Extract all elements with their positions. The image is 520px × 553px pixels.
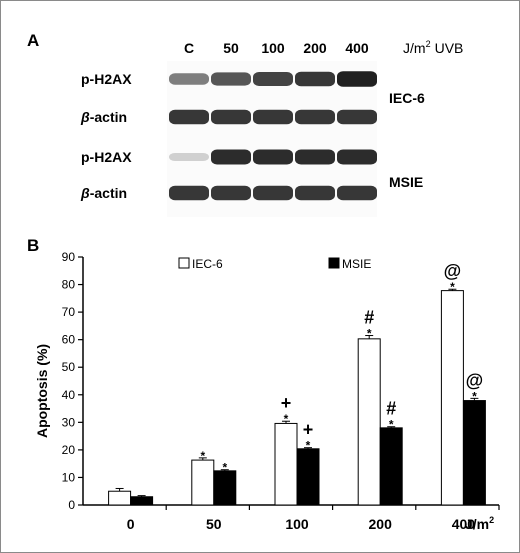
blot-band xyxy=(337,109,377,125)
bar xyxy=(379,427,403,506)
blot-band xyxy=(253,185,293,201)
significance-marker: + xyxy=(303,420,314,440)
significance-marker: @ xyxy=(444,261,462,281)
y-tick-label: 60 xyxy=(62,333,76,347)
lane-label: 200 xyxy=(303,40,327,56)
dose-unit-label: J/m2 UVB xyxy=(403,39,463,56)
y-tick-label: 10 xyxy=(62,470,76,484)
bar xyxy=(191,459,215,506)
blot-band xyxy=(253,149,293,165)
blot-band xyxy=(169,153,209,161)
lane-label: 400 xyxy=(345,40,369,56)
y-tick-label: 80 xyxy=(62,278,76,292)
bar xyxy=(440,290,464,506)
x-tick-label: 0 xyxy=(127,516,135,532)
row-label-greek: β xyxy=(80,185,90,201)
blot-band xyxy=(169,73,209,85)
significance-marker: * xyxy=(367,327,372,341)
blot-band xyxy=(295,185,335,201)
significance-marker: * xyxy=(222,461,227,475)
blot-panel: A C 50 100 200 400 J/m2 UVB p-H2AXβ-actinp-H2… xyxy=(27,31,463,217)
x-tick-label: 100 xyxy=(285,516,309,532)
x-tick-label: 400 xyxy=(452,516,476,532)
legend-label: IEC-6 xyxy=(192,257,223,271)
y-tick-label: 0 xyxy=(68,498,75,512)
significance-marker: * xyxy=(472,389,477,403)
y-tick-label: 70 xyxy=(62,305,76,319)
row-label: β-actin xyxy=(80,185,127,201)
x-axis-unit-exponent: 2 xyxy=(489,515,494,525)
row-label-greek: β xyxy=(80,109,90,125)
significance-marker: + xyxy=(281,393,292,413)
blot-band xyxy=(169,185,209,201)
significance-marker: * xyxy=(284,412,289,426)
bar xyxy=(296,448,320,506)
row-label: β-actin xyxy=(80,109,127,125)
row-label: p-H2AX xyxy=(81,71,132,87)
blot-band xyxy=(169,109,209,125)
lane-label: 50 xyxy=(223,40,239,56)
significance-marker: * xyxy=(450,280,455,294)
bar xyxy=(462,400,486,506)
blot-band xyxy=(211,149,251,165)
cell-line-iec6-label: IEC-6 xyxy=(389,90,425,106)
lane-labels: C 50 100 200 400 xyxy=(184,40,369,56)
y-tick-label: 50 xyxy=(62,360,76,374)
x-axis-unit: J/m2 xyxy=(465,515,494,532)
bar xyxy=(357,338,381,506)
x-tick-label: 200 xyxy=(369,516,393,532)
y-tick-label: 20 xyxy=(62,443,76,457)
row-label-text: -actin xyxy=(90,109,127,125)
bar xyxy=(213,470,237,506)
significance-marker: * xyxy=(200,449,205,463)
legend-swatch xyxy=(328,257,340,269)
y-tick-label: 90 xyxy=(62,250,76,264)
blot-band xyxy=(211,185,251,201)
y-tick-label: 30 xyxy=(62,415,76,429)
row-label: p-H2AX xyxy=(81,149,132,165)
blot-band xyxy=(253,109,293,125)
blot-band xyxy=(211,72,251,86)
significance-marker: * xyxy=(389,418,394,432)
blot-band xyxy=(211,109,251,125)
blot-band xyxy=(295,109,335,125)
y-tick-label: 40 xyxy=(62,388,76,402)
y-axis-label: Apoptosis (%) xyxy=(34,344,50,438)
blot-band xyxy=(295,71,335,87)
lane-label: 100 xyxy=(261,40,285,56)
bar-chart: 0 10 20 30 40 50 60 70 80 90 Apoptosis (%) 0 50 * * 100… xyxy=(34,250,500,532)
legend-label: MSIE xyxy=(342,257,371,271)
blot-band xyxy=(337,149,377,165)
panel-b-label: B xyxy=(27,236,39,255)
lane-label: C xyxy=(184,40,194,56)
blot-band xyxy=(295,149,335,165)
significance-marker: @ xyxy=(466,370,484,390)
blot-band xyxy=(253,72,293,86)
blot-band xyxy=(337,185,377,201)
bar xyxy=(130,496,154,506)
legend-swatch xyxy=(178,257,190,269)
row-label-text: -actin xyxy=(90,185,127,201)
significance-marker: # xyxy=(386,399,396,419)
x-axis-unit-text: J/m xyxy=(465,516,489,532)
significance-marker: * xyxy=(306,439,311,453)
significance-marker: # xyxy=(364,308,374,328)
bar xyxy=(274,422,298,506)
bar xyxy=(108,490,132,506)
x-tick-label: 50 xyxy=(206,516,222,532)
blot-band xyxy=(337,71,377,87)
blot-bands xyxy=(169,71,377,201)
panel-a-label: A xyxy=(27,31,39,50)
cell-line-msie-label: MSIE xyxy=(389,174,423,190)
